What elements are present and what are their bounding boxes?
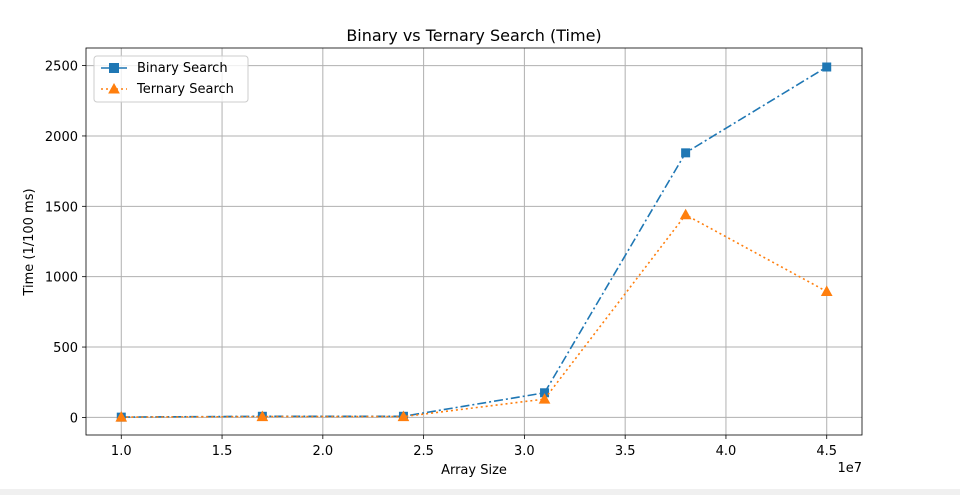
legend-marker-square-icon <box>109 63 119 73</box>
x-tick-label: 2.5 <box>413 444 434 459</box>
series-layer <box>115 62 833 422</box>
chart-legend: Binary Search Ternary Search <box>93 55 249 103</box>
y-tick-label: 2000 <box>45 130 78 145</box>
data-point-triangle-marker <box>820 285 833 296</box>
legend-label-ternary: Ternary Search <box>136 82 234 97</box>
data-point-triangle-marker <box>256 410 269 422</box>
x-tick-label: 4.0 <box>716 444 737 459</box>
y-tick-label: 1500 <box>45 200 78 215</box>
window-bottom-strip <box>0 489 960 495</box>
x-axis-offset-label: 1e7 <box>837 461 862 476</box>
y-tick-label: 500 <box>53 341 78 356</box>
data-point-square-marker <box>822 62 832 72</box>
legend-marker-triangle-icon <box>108 82 120 94</box>
plot-area <box>86 48 862 435</box>
ticks-layer: 1.0 1.5 2.0 2.5 3.0 3.5 4.0 4.5 0 500 1000 1500 2000… <box>45 60 837 459</box>
y-tick-label: 0 <box>70 411 78 426</box>
chart-title: Binary vs Ternary Search (Time) <box>346 26 601 45</box>
data-point-triangle-marker <box>538 393 551 404</box>
x-tick-label: 1.0 <box>111 444 132 459</box>
data-point-square-marker <box>681 148 691 158</box>
plot-frame <box>85 47 863 436</box>
legend-label-binary: Binary Search <box>137 61 228 76</box>
y-tick-label: 1000 <box>45 271 78 286</box>
legend-box <box>93 55 249 103</box>
grid-layer <box>86 48 862 435</box>
x-tick-label: 3.0 <box>514 444 535 459</box>
data-point-triangle-marker <box>397 410 410 422</box>
series-line-0 <box>121 66 828 418</box>
y-tick-label: 2500 <box>45 60 78 75</box>
x-axis-label: Array Size <box>441 463 507 478</box>
y-axis-label: Time (1/100 ms) <box>22 188 37 296</box>
x-tick-label: 2.0 <box>312 444 333 459</box>
data-point-triangle-marker <box>679 208 692 220</box>
x-tick-label: 1.5 <box>212 444 233 459</box>
x-tick-label: 4.5 <box>816 444 837 459</box>
data-point-triangle-marker <box>115 411 128 422</box>
x-tick-label: 3.5 <box>615 444 636 459</box>
